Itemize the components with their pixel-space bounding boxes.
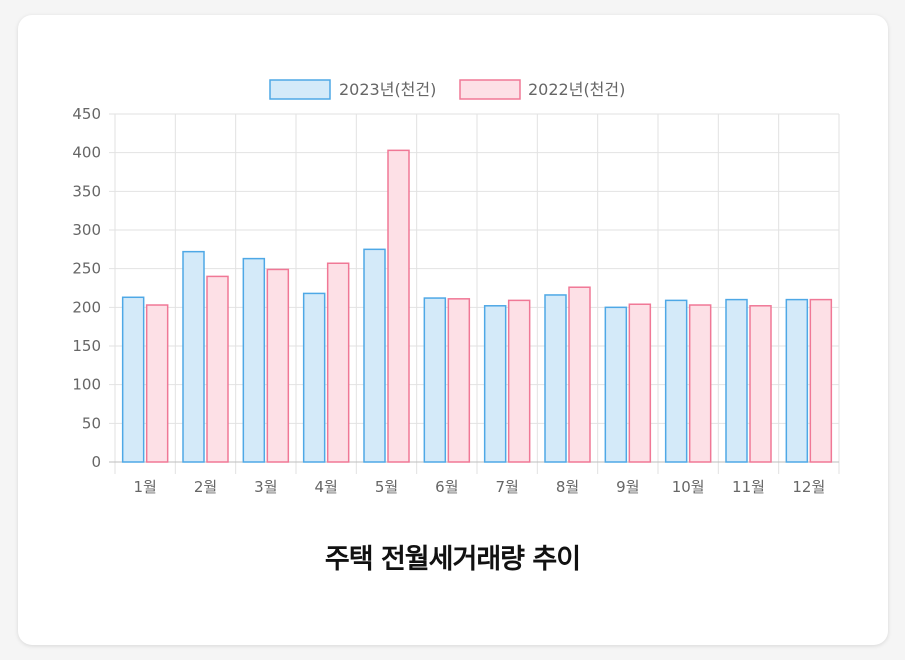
- x-tick-label: 7월: [495, 478, 518, 496]
- x-tick-label: 1월: [133, 478, 156, 496]
- x-tick-label: 11월: [732, 478, 765, 496]
- y-axis-ticks: 0 50 100 150 200 250 300 350 400 450: [72, 105, 101, 471]
- legend-label-2022[interactable]: 2022년(천건): [528, 80, 625, 99]
- bars: [121, 149, 833, 463]
- x-tick-label: 4월: [314, 478, 337, 496]
- legend-label-2023[interactable]: 2023년(천건): [339, 80, 436, 99]
- bar-2023-1[interactable]: [121, 296, 145, 463]
- x-tick-label: 6월: [435, 478, 458, 496]
- y-tick-label: 100: [72, 376, 101, 394]
- x-tick-label: 8월: [556, 478, 579, 496]
- x-tick-label: 2월: [194, 478, 217, 496]
- bar-2022-11[interactable]: [749, 305, 772, 463]
- bar-2022-12[interactable]: [809, 298, 833, 463]
- bar-2022-6[interactable]: [447, 298, 471, 463]
- y-tick-label: 0: [91, 453, 101, 471]
- bar-2022-4[interactable]: [326, 262, 350, 463]
- x-tick-label: 5월: [375, 478, 398, 496]
- bar-2022-8[interactable]: [568, 286, 591, 463]
- bar-2022-5[interactable]: [387, 149, 410, 463]
- y-tick-label: 350: [72, 182, 101, 200]
- y-tick-label: 200: [72, 298, 101, 316]
- bar-2023-5[interactable]: [363, 248, 386, 463]
- x-tick-label: 12월: [792, 478, 825, 496]
- bar-2023-8[interactable]: [544, 294, 567, 463]
- y-tick-label: 150: [72, 337, 101, 355]
- grid: [109, 113, 840, 474]
- x-tick-label: 10월: [672, 478, 705, 496]
- legend-swatch-2023[interactable]: [269, 79, 331, 100]
- bar-2023-3[interactable]: [242, 257, 266, 463]
- legend-swatch-2022[interactable]: [459, 79, 521, 100]
- bar-2022-9[interactable]: [628, 303, 652, 463]
- x-tick-label: 9월: [616, 478, 639, 496]
- bar-2023-6[interactable]: [423, 297, 447, 463]
- y-tick-label: 50: [82, 414, 101, 432]
- bar-2022-1[interactable]: [145, 304, 169, 463]
- legend[interactable]: 2023년(천건) 2022년(천건): [269, 79, 625, 100]
- bar-2022-3[interactable]: [266, 268, 290, 463]
- bar-2023-12[interactable]: [785, 298, 809, 463]
- bar-2023-11[interactable]: [725, 298, 748, 463]
- bar-2023-9[interactable]: [604, 306, 628, 463]
- y-tick-label: 250: [72, 260, 101, 278]
- bar-2023-2[interactable]: [182, 250, 205, 463]
- x-axis-ticks: 1월 2월 3월 4월 5월 6월 7월 8월 9월 10월 11월 12월: [133, 478, 825, 496]
- bar-2022-2[interactable]: [206, 275, 229, 463]
- bar-2022-7[interactable]: [507, 299, 531, 463]
- chart-title: 주택 전월세거래량 추이: [324, 544, 581, 575]
- x-tick-label: 3월: [254, 478, 277, 496]
- y-tick-label: 400: [72, 144, 101, 162]
- bar-2023-10[interactable]: [664, 299, 688, 463]
- y-tick-label: 450: [72, 105, 101, 123]
- bar-2022-10[interactable]: [688, 304, 712, 463]
- y-tick-label: 300: [72, 221, 101, 239]
- bar-2023-4[interactable]: [302, 292, 326, 463]
- bar-2023-7[interactable]: [483, 305, 507, 463]
